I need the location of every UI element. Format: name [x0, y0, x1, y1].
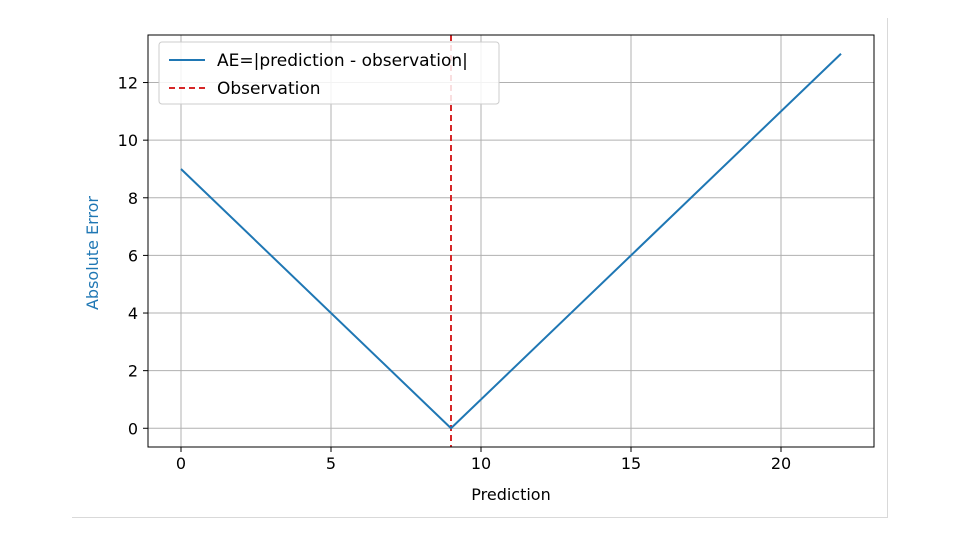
x-tick-label: 20 [771, 454, 791, 473]
y-tick-label: 10 [118, 131, 138, 150]
plot-area-frame [147, 34, 875, 448]
series-layer [180, 53, 842, 430]
figure-frame-bottom [72, 517, 888, 518]
x-tick-label: 0 [176, 454, 186, 473]
legend-label-ae: AE=|prediction - observation| [217, 51, 468, 71]
x-tick-label: 10 [471, 454, 491, 473]
x-tick-label: 15 [621, 454, 641, 473]
grid [148, 35, 874, 447]
x-axis-label: Prediction [471, 485, 550, 504]
y-tick-label: 4 [128, 304, 138, 323]
x-axis-ticks: 0 5 10 15 20 [176, 447, 791, 473]
y-tick-label: 6 [128, 246, 138, 265]
legend: AE=|prediction - observation| Observatio… [158, 41, 500, 105]
y-tick-label: 2 [128, 362, 138, 381]
legend-box [158, 41, 500, 105]
y-tick-label: 0 [128, 419, 138, 438]
y-axis-ticks: 0 2 4 6 8 10 12 [118, 74, 148, 438]
y-tick-label: 8 [128, 189, 138, 208]
legend-label-observation: Observation [217, 79, 321, 99]
figure-frame-right [887, 18, 888, 518]
series-line-absolute-error [180, 53, 842, 430]
y-axis-label: Absolute Error [83, 196, 102, 310]
y-tick-label: 12 [118, 74, 138, 93]
x-tick-label: 5 [326, 454, 336, 473]
